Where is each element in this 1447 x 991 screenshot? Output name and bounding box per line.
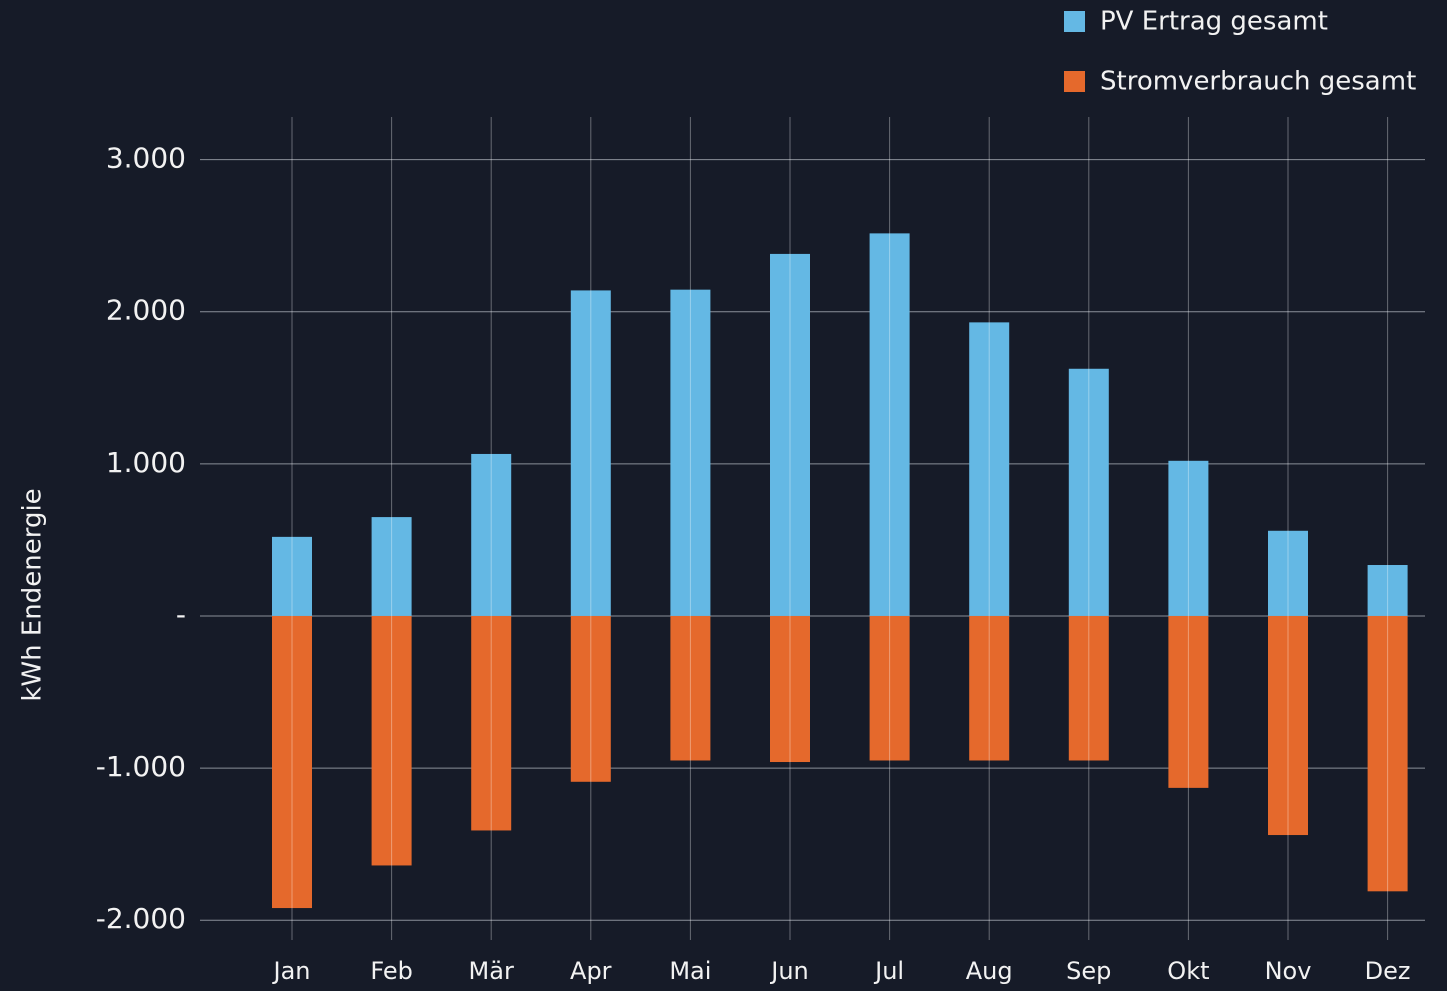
x-tick-label: Okt [1167, 957, 1209, 985]
bar [471, 615, 512, 831]
y-tick-label: - [176, 598, 186, 631]
bar [1068, 615, 1109, 761]
x-tick-label: Jun [769, 957, 809, 985]
bar [1068, 368, 1109, 616]
x-tick-label: Dez [1365, 957, 1411, 985]
x-tick-label: Nov [1265, 957, 1312, 985]
legend-label: PV Ertrag gesamt [1100, 7, 1328, 37]
x-tick-label: Aug [966, 957, 1013, 985]
y-tick-label: -2.000 [96, 902, 186, 935]
x-tick-label: Feb [370, 957, 413, 985]
bar [471, 453, 512, 616]
bar [770, 615, 810, 763]
bar [969, 615, 1010, 761]
bar [1168, 615, 1209, 788]
y-tick-label: 3.000 [106, 142, 186, 175]
bar [570, 615, 611, 782]
y-tick-label: 2.000 [106, 294, 186, 327]
x-tick-label: Sep [1066, 957, 1111, 985]
bar [1367, 615, 1408, 892]
bar [1367, 565, 1408, 616]
bar [1268, 530, 1308, 616]
bar [770, 253, 810, 616]
bar [869, 615, 910, 761]
x-tick-label: Apr [570, 957, 612, 985]
bar [1168, 460, 1209, 616]
bar [670, 615, 711, 761]
legend-swatch [1064, 11, 1085, 32]
x-tick-label: Jan [272, 957, 311, 985]
bar [371, 615, 412, 866]
legend-label: Stromverbrauch gesamt [1100, 67, 1416, 97]
y-tick-label: 1.000 [106, 446, 186, 479]
y-axis-label: kWh Endenergie [18, 488, 48, 701]
y-tick-label: -1.000 [96, 750, 186, 783]
bar [272, 536, 312, 616]
x-tick-label: Jul [873, 957, 904, 985]
bar [371, 517, 412, 616]
bar [670, 289, 711, 616]
bar [570, 290, 611, 616]
x-tick-label: Mai [669, 957, 711, 985]
bar [272, 615, 312, 909]
bar [1268, 615, 1308, 836]
legend-swatch [1064, 71, 1085, 92]
bar [969, 322, 1010, 616]
x-tick-label: Mär [469, 957, 514, 985]
bar [869, 233, 910, 616]
